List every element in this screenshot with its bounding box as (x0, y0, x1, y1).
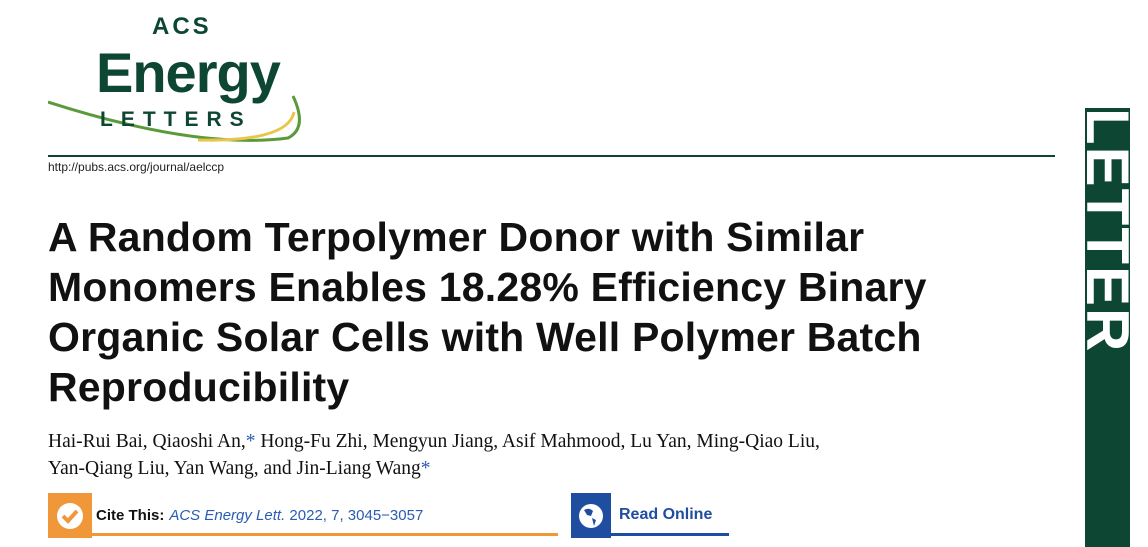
checkmark-icon (48, 493, 92, 538)
cite-this[interactable]: Cite This: ACS Energy Lett. 2022, 7, 3045… (48, 493, 558, 538)
authors-text: Yan-Qiang Liu, Yan Wang, and Jin-Liang W… (48, 458, 421, 479)
article-title: A Random Terpolymer Donor with Similar M… (48, 214, 927, 410)
read-online-button[interactable]: Read Online (571, 493, 729, 538)
corresponding-author-link[interactable]: * (420, 458, 431, 479)
header-rule (48, 155, 1055, 157)
cite-underline (92, 533, 558, 536)
read-online-label: Read Online (619, 506, 713, 523)
citation-journal[interactable]: ACS Energy Lett. (169, 507, 286, 524)
journal-logo: ACS Energy LETTERS (48, 14, 378, 150)
logo-energy: Energy (96, 41, 281, 104)
author-list: Hai-Rui Bai, Qiaoshi An,* Hong-Fu Zhi, M… (48, 428, 1058, 482)
authors-text: Hong-Fu Zhi, Mengyun Jiang, Asif Mahmood… (255, 431, 820, 452)
logo-letters: LETTERS (100, 108, 252, 131)
authors-text: Hai-Rui Bai, Qiaoshi An, (48, 431, 246, 452)
logo-swoosh (48, 95, 301, 142)
citation-details: 2022, 7, 3045−3057 (285, 507, 424, 524)
logo-acs: ACS (152, 13, 212, 40)
cite-label: Cite This: (96, 507, 165, 524)
article-type-label: LETTER (1085, 108, 1130, 354)
read-online-underline (611, 533, 729, 536)
article-type-banner: LETTER (1085, 108, 1130, 547)
journal-url-link[interactable]: http://pubs.acs.org/journal/aelccp (48, 160, 225, 174)
globe-icon (571, 493, 611, 538)
corresponding-author-link[interactable]: * (245, 431, 256, 452)
citation: Cite This: ACS Energy Lett. 2022, 7, 3045… (96, 507, 423, 524)
